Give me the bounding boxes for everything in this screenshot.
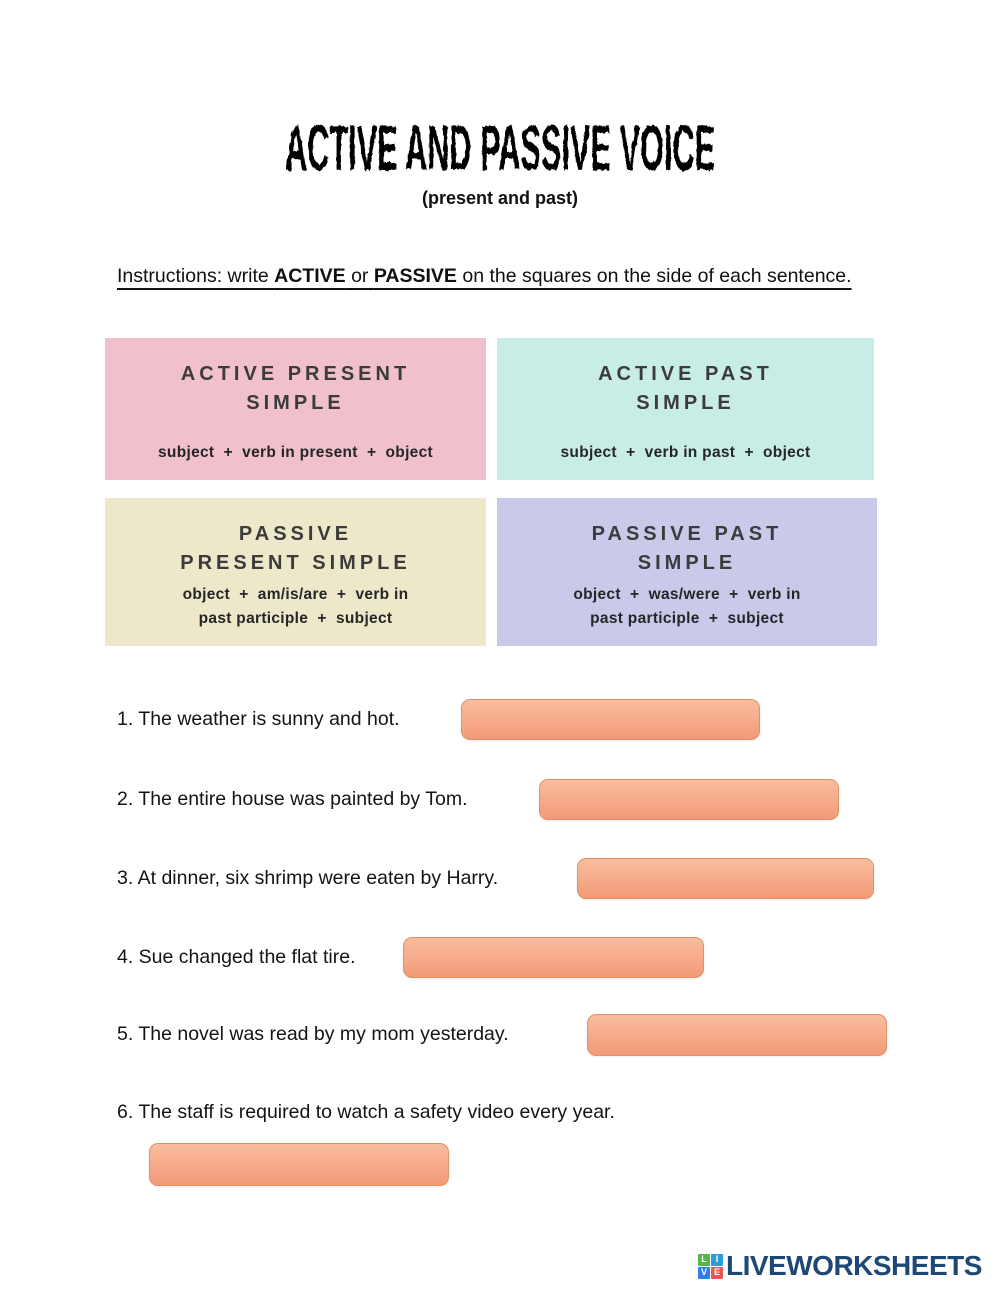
answer-input-4[interactable] [403, 937, 704, 978]
answer-input-5[interactable] [587, 1014, 887, 1056]
page-subtitle: (present and past) [421, 188, 579, 208]
sentence-6: 6. The staff is required to watch a safe… [117, 1101, 615, 1123]
instructions-keyword-active: ACTIVE [274, 265, 346, 287]
logo-block-v: V [698, 1266, 710, 1279]
answer-input-3[interactable] [577, 858, 874, 899]
instructions-keyword-passive: PASSIVE [373, 265, 457, 287]
rule-box-passive-present: PASSIVE PRESENT SIMPLE object + am/is/ar… [105, 498, 486, 646]
rule-box-passive-past: PASSIVE PAST SIMPLE object + was/were + … [497, 498, 877, 646]
liveworksheets-logo[interactable]: L I V E LIVEWORKSHEETS [698, 1250, 982, 1282]
sentence-2: 2. The entire house was painted by Tom. [117, 788, 468, 810]
liveworksheets-logo-text: LIVEWORKSHEETS [726, 1250, 982, 1281]
instructions-connector: or [345, 265, 374, 287]
instructions-prefix: Instructions: write [117, 265, 275, 287]
rule-box-formula: object + am/is/are + verb in past partic… [182, 586, 409, 627]
logo-block-l: L [698, 1253, 710, 1266]
logo-block-e: E [711, 1266, 723, 1279]
page-title: ACTIVE AND PASSIVE VOICE [284, 112, 716, 184]
rule-box-title: ACTIVE PAST SIMPLE [598, 363, 773, 414]
answer-input-6[interactable] [149, 1143, 449, 1186]
rule-box-active-present: ACTIVE PRESENT SIMPLE subject + verb in … [105, 338, 486, 480]
sentence-1: 1. The weather is sunny and hot. [117, 708, 400, 730]
rule-box-formula: subject + verb in present + object [158, 444, 433, 461]
rule-box-active-past: ACTIVE PAST SIMPLE subject + verb in pas… [497, 338, 874, 480]
instructions-text: Instructions: write ACTIVE or PASSIVE on… [117, 256, 875, 296]
liveworksheets-logo-icon: L I V E [698, 1253, 723, 1279]
sentence-5: 5. The novel was read by my mom yesterda… [117, 1023, 509, 1045]
instructions-suffix: on the squares on the side of each sente… [456, 265, 852, 287]
answer-input-1[interactable] [461, 699, 760, 740]
rule-box-formula: subject + verb in past + object [560, 444, 811, 461]
logo-block-i: I [711, 1253, 723, 1266]
answer-input-2[interactable] [539, 779, 839, 820]
worksheet-header: ACTIVE AND PASSIVE VOICE [0, 116, 1000, 180]
rule-box-formula: object + was/were + verb in past partici… [573, 586, 801, 627]
rule-box-title: ACTIVE PRESENT SIMPLE [180, 363, 411, 414]
sentence-3: 3. At dinner, six shrimp were eaten by H… [117, 867, 499, 889]
rule-box-title: PASSIVE PRESENT SIMPLE [180, 523, 411, 574]
rule-box-title: PASSIVE PAST SIMPLE [591, 523, 783, 574]
sentence-4: 4. Sue changed the flat tire. [117, 946, 356, 968]
